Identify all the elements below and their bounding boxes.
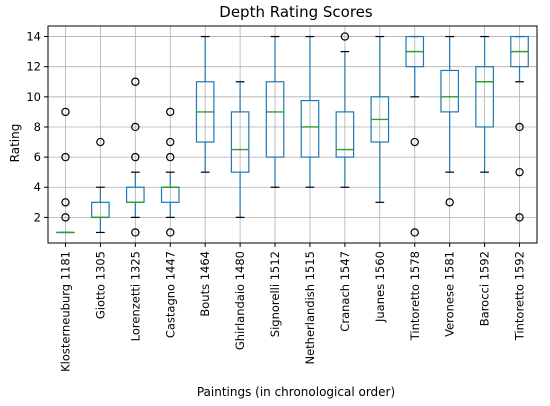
- plot-frame: [47, 25, 538, 244]
- x-tick-label: Castagno 1447: [163, 251, 177, 338]
- y-tick-label: 12: [26, 60, 41, 74]
- x-tick-label: Netherlandish 1515: [303, 251, 317, 365]
- box-group: [56, 107, 75, 234]
- outlier-point: [96, 137, 105, 147]
- outlier-point: [131, 228, 140, 237]
- outlier-point: [340, 32, 350, 41]
- outlier-point: [131, 152, 140, 162]
- x-tick-label: Bouts 1464: [198, 251, 212, 317]
- y-tick-label: 8: [34, 120, 41, 134]
- y-tick-label: 6: [34, 150, 41, 164]
- x-tick-label: Cranach 1547: [338, 251, 352, 332]
- outlier-point: [410, 228, 419, 237]
- x-tick-label: Veronese 1581: [443, 251, 457, 337]
- box-group: [125, 77, 145, 237]
- y-axis: 2 4 6 8 10 12 14: [26, 30, 48, 224]
- outlier-point: [515, 167, 524, 177]
- x-axis-label: Paintings (in chronological order): [197, 385, 395, 399]
- y-tick-label: 14: [26, 30, 41, 44]
- box-group: [370, 35, 390, 203]
- box-group: [195, 35, 215, 173]
- x-tick-label: Giotto 1305: [93, 251, 107, 319]
- boxes-layer: [56, 32, 529, 237]
- y-tick-label: 4: [34, 180, 41, 194]
- iqr-box: [335, 111, 355, 158]
- iqr-box: [475, 66, 494, 128]
- x-tick-label: Tintoretto 1592: [513, 251, 527, 341]
- box-group: [335, 32, 355, 188]
- outlier-point: [445, 198, 454, 207]
- box-group: [230, 81, 250, 218]
- outlier-point: [166, 228, 175, 237]
- y-tick-label: 2: [34, 210, 41, 224]
- box-group: [265, 35, 285, 188]
- x-tick-label: Lorenzetti 1325: [128, 251, 142, 341]
- outlier-point: [515, 122, 524, 132]
- iqr-box: [230, 111, 250, 173]
- iqr-box: [440, 69, 460, 113]
- box-group: [475, 35, 494, 173]
- y-axis-label: Rating: [8, 124, 22, 163]
- outlier-point: [131, 122, 140, 132]
- outlier-point: [61, 213, 70, 222]
- outlier-point: [61, 198, 70, 207]
- x-tick-label: Barocci 1592: [478, 251, 492, 326]
- x-tick-label: Ghirlandaio 1480: [233, 251, 247, 350]
- iqr-box: [265, 81, 285, 158]
- x-tick-label: Tintoretto 1578: [408, 251, 422, 341]
- box-group: [510, 35, 529, 222]
- x-tick-label: Klosterneuburg 1181: [58, 251, 72, 372]
- outlier-point: [515, 213, 524, 222]
- outlier-point: [166, 107, 175, 117]
- box-group: [91, 137, 110, 234]
- x-tick-label: Juanes 1560: [373, 251, 387, 323]
- outlier-point: [166, 152, 175, 162]
- box-group: [160, 107, 180, 237]
- iqr-box: [300, 99, 320, 158]
- x-axis: Klosterneuburg 1181 Giotto 1305 Lorenzetti…: [58, 243, 527, 372]
- outlier-point: [131, 77, 140, 86]
- outlier-point: [61, 107, 70, 117]
- box-group: [405, 35, 425, 237]
- box-group: [300, 35, 320, 188]
- y-tick-label: 10: [26, 90, 41, 104]
- grid-layer: [48, 26, 537, 243]
- box-group: [440, 35, 460, 207]
- chart-title: Depth Rating Scores: [219, 3, 373, 21]
- x-tick-label: Signorelli 1512: [268, 251, 282, 337]
- outlier-point: [410, 137, 419, 147]
- outlier-point: [166, 137, 175, 147]
- outlier-point: [61, 152, 70, 162]
